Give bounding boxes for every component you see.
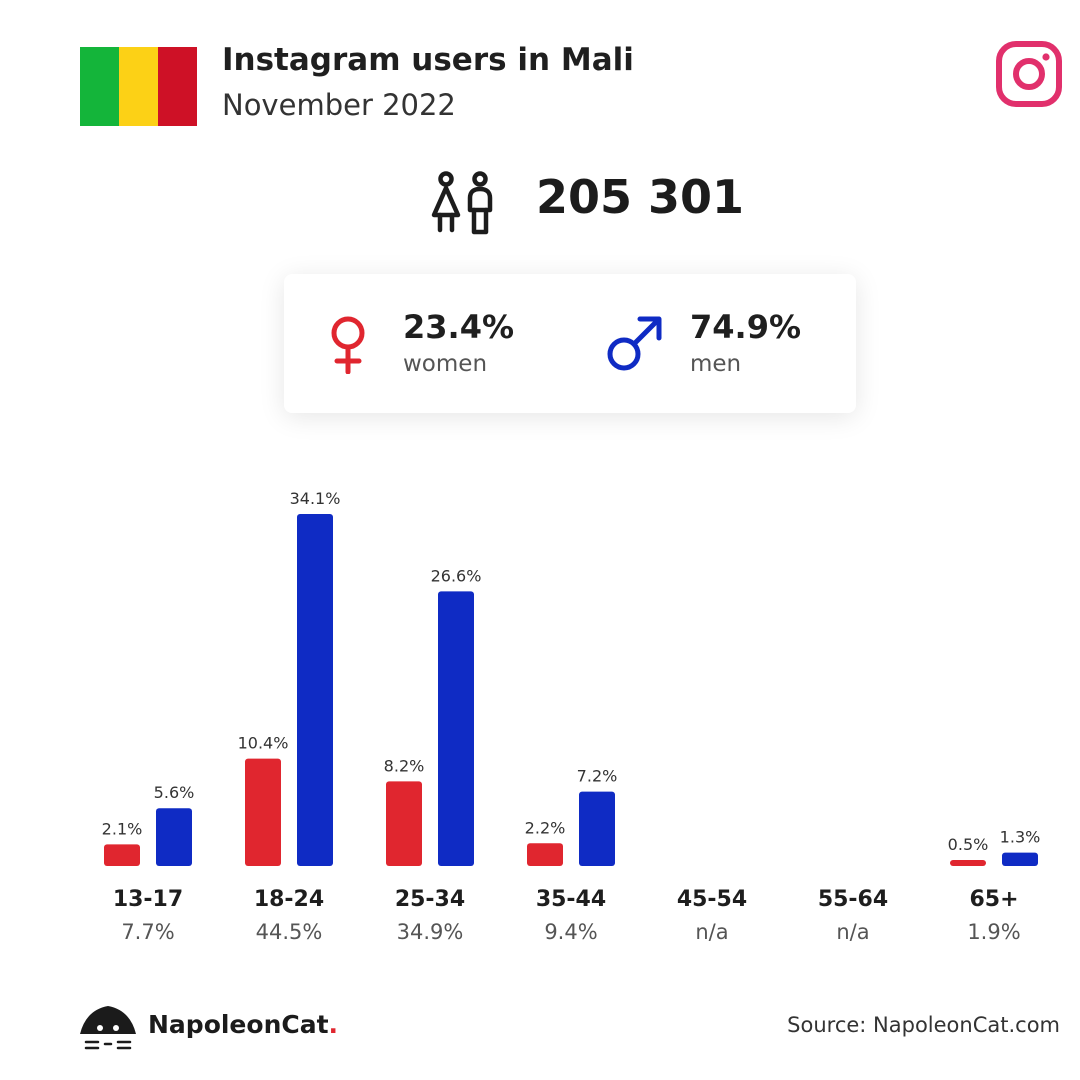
category-total-45-54: n/a [695,920,728,944]
women-bar-35-44 [527,843,563,866]
women-pct: 23.4% [403,308,515,346]
instagram-icon [996,41,1062,107]
age-gender-bar-chart: 2.1% 5.6% 13-17 7.7% 10.4% 34.1% 18-24 44.5% 8.2… [102,489,1041,944]
category-total-65+: 1.9% [967,920,1020,944]
women-label: women [403,351,488,377]
men-bar-18-24 [297,514,333,866]
male-symbol-icon [607,316,662,371]
flag-stripe-green [80,47,119,126]
men-label: men [690,351,742,377]
flag-stripe-red [158,47,197,126]
page-subtitle: November 2022 [222,88,456,122]
men-bar-13-17 [156,808,192,866]
total-users: 205 301 [536,170,745,224]
women-value-label-65+: 0.5% [948,835,989,854]
female-symbol-icon [331,316,365,374]
women-bar-13-17 [104,844,140,866]
category-label-55-64: 55-64 [818,887,888,912]
men-value-label-25-34: 26.6% [431,566,482,585]
category-total-18-24: 44.5% [256,920,323,944]
brand-name: NapoleonCat. [148,1010,338,1039]
category-label-45-54: 45-54 [677,887,747,912]
category-label-18-24: 18-24 [254,887,324,912]
women-value-label-25-34: 8.2% [384,756,425,775]
men-bar-25-34 [438,591,474,866]
men-bar-65+ [1002,852,1038,866]
men-value-label-35-44: 7.2% [577,767,618,786]
napoleoncat-logo-icon [80,1006,136,1050]
men-value-label-65+: 1.3% [1000,828,1041,847]
women-bar-25-34 [386,781,422,866]
brand-dot: . [328,1010,339,1039]
category-total-25-34: 34.9% [397,920,464,944]
brand-name-text: NapoleonCat [148,1010,329,1039]
category-label-35-44: 35-44 [536,887,606,912]
flag-stripe-yellow [119,47,158,126]
women-bar-18-24 [245,758,281,866]
mali-flag [80,47,197,126]
category-total-55-64: n/a [836,920,869,944]
source-text: Source: NapoleonCat.com [787,1013,1060,1037]
women-value-label-35-44: 2.2% [525,818,566,837]
category-total-13-17: 7.7% [121,920,174,944]
users-icon [431,171,493,235]
women-value-label-18-24: 10.4% [238,734,289,753]
men-value-label-18-24: 34.1% [290,489,341,508]
page-title: Instagram users in Mali [222,42,634,78]
men-pct: 74.9% [690,308,802,346]
category-label-13-17: 13-17 [113,887,183,912]
women-bar-65+ [950,860,986,866]
category-label-25-34: 25-34 [395,887,465,912]
men-value-label-13-17: 5.6% [154,783,195,802]
category-total-35-44: 9.4% [544,920,597,944]
men-bar-35-44 [579,791,615,866]
women-value-label-13-17: 2.1% [102,819,143,838]
category-label-65+: 65+ [969,887,1018,912]
gender-card: 23.4% women 74.9% men [284,274,856,413]
